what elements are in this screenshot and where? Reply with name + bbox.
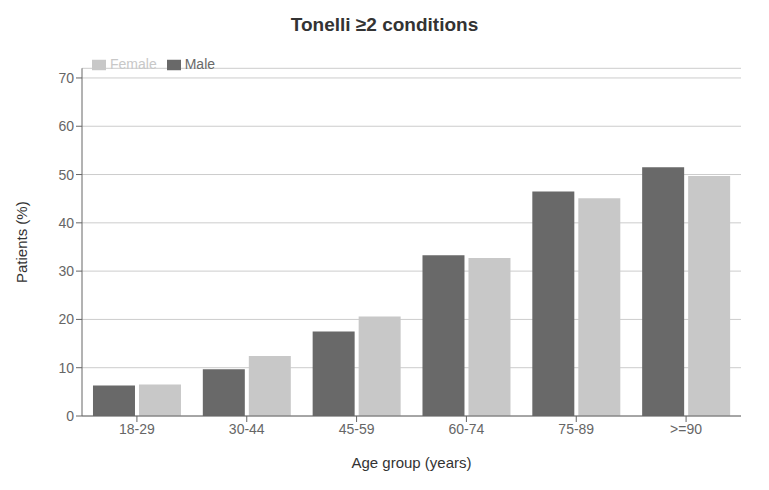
svg-text:30: 30	[58, 263, 74, 279]
svg-text:70: 70	[58, 70, 74, 86]
svg-text:45-59: 45-59	[339, 421, 375, 437]
svg-text:30-44: 30-44	[229, 421, 265, 437]
svg-text:60-74: 60-74	[449, 421, 485, 437]
html-text:Tonelli ≥2 conditions: Tonelli ≥2 conditions	[290, 14, 479, 35]
html-text:Female: Female	[110, 56, 157, 72]
svg-text:Patients (%): Patients (%)	[13, 201, 30, 283]
svg-text:10: 10	[58, 360, 74, 376]
svg-text:50: 50	[58, 167, 74, 183]
svg-text:18-29: 18-29	[119, 421, 155, 437]
svg-text:Age group (years): Age group (years)	[351, 454, 471, 471]
svg-text:>=90: >=90	[670, 421, 702, 437]
svg-text:20: 20	[58, 311, 74, 327]
svg-text:40: 40	[58, 215, 74, 231]
svg-text:60: 60	[58, 118, 74, 134]
html-text:Male: Male	[184, 56, 215, 72]
svg-text:75-89: 75-89	[558, 421, 594, 437]
svg-text:0: 0	[66, 408, 74, 424]
